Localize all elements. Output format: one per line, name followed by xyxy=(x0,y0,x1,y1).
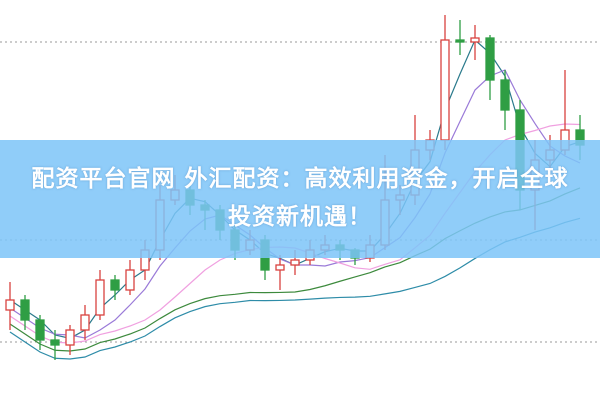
candle-body xyxy=(80,314,90,331)
candle-body xyxy=(20,299,30,321)
candle-body xyxy=(485,37,495,81)
candle-body xyxy=(275,264,285,271)
candle-body xyxy=(65,329,75,346)
candle-body xyxy=(455,39,465,43)
candle-body xyxy=(470,37,480,43)
candle-body xyxy=(500,79,510,111)
candle-body xyxy=(125,269,135,291)
candle-body xyxy=(110,279,120,291)
candle-body xyxy=(35,319,45,341)
candle-body xyxy=(50,339,60,346)
title-banner xyxy=(0,140,600,258)
candle-body xyxy=(290,259,300,266)
candle-body xyxy=(95,279,105,316)
banner-title-line1: 配资平台官网 外汇配资：高效利用资金，开启全球 xyxy=(31,166,569,192)
candle-body xyxy=(440,39,450,141)
banner-title-line2: 投资新机遇！ xyxy=(228,204,372,230)
banner-title: 配资平台官网 外汇配资：高效利用资金，开启全球 投资新机遇！ xyxy=(0,160,600,236)
candle-body xyxy=(5,299,15,311)
